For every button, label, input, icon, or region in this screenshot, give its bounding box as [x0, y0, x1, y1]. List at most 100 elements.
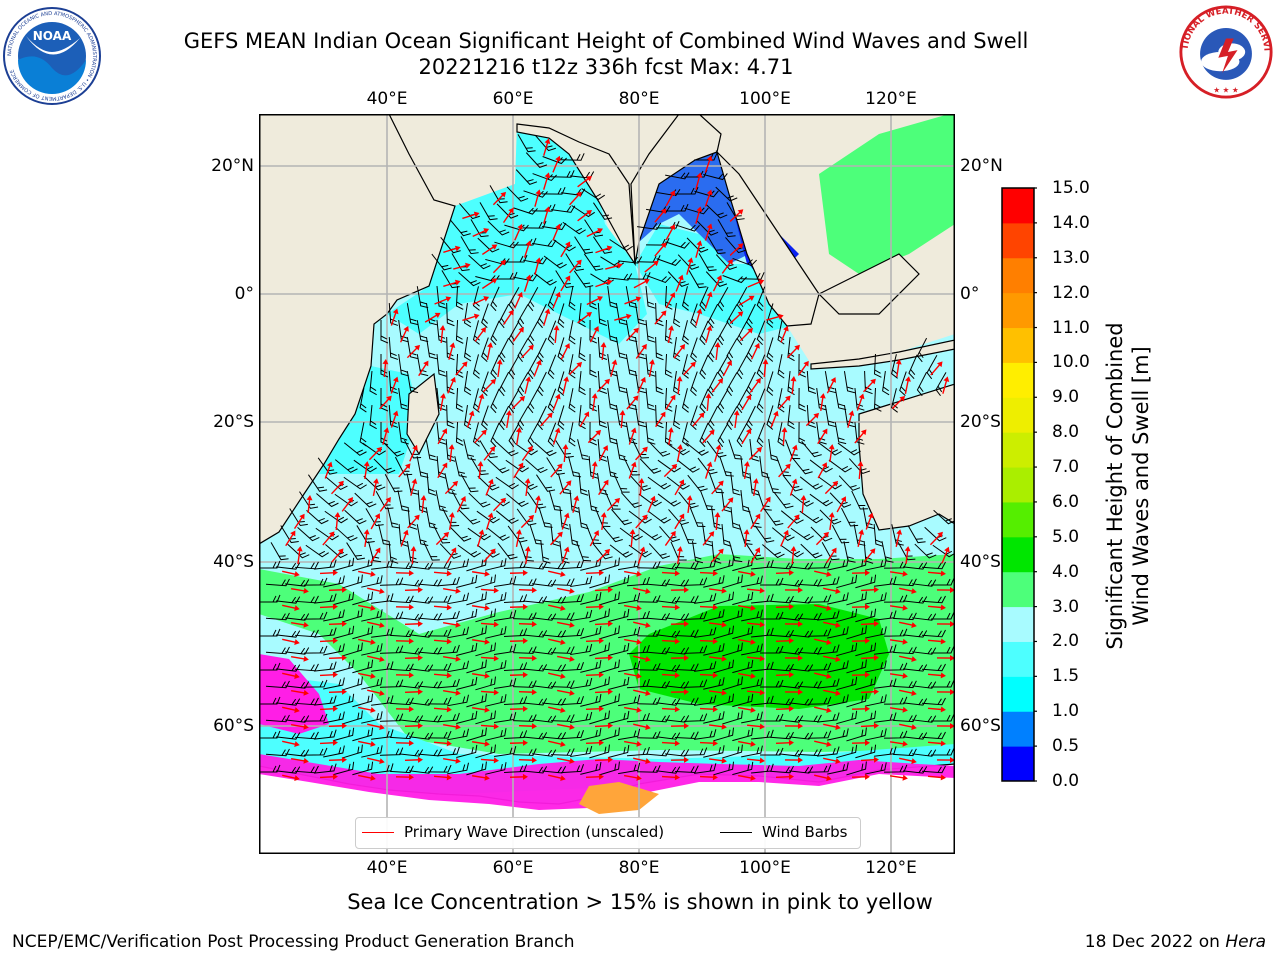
wind-barb — [681, 422, 689, 447]
wave-arrow — [328, 722, 347, 729]
wind-barb — [456, 642, 478, 657]
wave-arrow — [814, 774, 832, 782]
wave-arrow — [860, 586, 879, 593]
wave-arrow — [778, 395, 791, 410]
wind-barb — [645, 748, 671, 757]
wind-barb — [703, 711, 725, 724]
wind-barb — [665, 172, 690, 180]
wave-arrow — [704, 291, 713, 309]
wind-barb — [512, 680, 537, 688]
wind-barb — [517, 134, 536, 153]
wind-barb — [851, 490, 868, 510]
wind-barb — [674, 561, 699, 569]
wave-arrow — [851, 603, 870, 610]
wind-barb — [508, 287, 520, 312]
wind-barb — [389, 731, 414, 740]
wave-arrow — [481, 244, 498, 256]
noaa-logo: NATIONAL OCEANIC AND ATMOSPHERIC ADMINIS… — [3, 7, 101, 105]
wind-barb — [912, 749, 937, 757]
wave-arrow — [823, 723, 841, 730]
wave-arrow — [676, 546, 683, 565]
wave-arrow — [543, 172, 551, 190]
wind-barb — [515, 476, 538, 491]
wave-arrow — [670, 756, 689, 763]
wind-barb — [798, 387, 807, 412]
lat-label-left: 60°S — [213, 716, 254, 736]
wave-arrow — [676, 444, 683, 462]
wave-arrow — [282, 604, 300, 612]
wave-arrow — [746, 723, 765, 730]
wind-barb — [409, 766, 434, 774]
legend-black-line — [720, 832, 752, 833]
wave-arrow — [557, 587, 575, 594]
nws-logo: NATIONAL WEATHER SERVICE ★ ★ ★ — [1176, 4, 1273, 99]
wave-arrow — [941, 546, 950, 564]
wave-arrow — [443, 279, 461, 287]
wind-barb — [853, 524, 866, 546]
wind-barb — [599, 557, 620, 572]
colorbar-cell — [1002, 222, 1034, 259]
wind-barb — [570, 643, 593, 656]
wave-arrow — [562, 376, 570, 394]
wind-barb — [487, 220, 510, 236]
wind-barb — [639, 458, 662, 474]
wind-barb — [265, 714, 290, 723]
wind-barb — [732, 693, 754, 708]
wave-arrow — [695, 206, 703, 224]
wave-arrow — [738, 672, 756, 679]
credit-text: NCEP/EMC/Verification Post Processing Pr… — [12, 932, 575, 952]
wave-arrow — [746, 689, 765, 696]
wind-barb — [726, 406, 738, 431]
wind-barb — [463, 337, 472, 362]
wind-barb — [656, 766, 681, 774]
wave-arrow — [552, 291, 561, 309]
wind-barb — [618, 694, 641, 707]
wind-barb — [903, 732, 928, 740]
wind-barb — [608, 642, 630, 656]
wave-arrow — [471, 774, 490, 781]
wind-barb — [837, 442, 861, 456]
wind-barb — [664, 353, 673, 378]
wind-barb — [674, 629, 699, 637]
wind-barb — [547, 354, 557, 380]
colorbar-cell — [1002, 641, 1034, 677]
wave-arrow — [750, 547, 761, 564]
wave-arrow — [699, 570, 718, 577]
wind-barb — [732, 257, 757, 267]
wave-arrow — [367, 723, 385, 731]
wind-barb — [608, 710, 630, 724]
wind-barb — [371, 729, 394, 740]
wave-arrow — [814, 672, 832, 680]
wind-barb — [481, 405, 489, 430]
wind-barb — [800, 543, 823, 559]
wave-arrow — [410, 478, 418, 496]
wind-barb — [807, 764, 832, 773]
wave-arrow — [594, 586, 613, 593]
wind-barb — [741, 643, 763, 656]
wind-barb — [369, 370, 377, 396]
wind-barb — [580, 625, 602, 639]
wave-arrow — [367, 587, 385, 595]
wind-barb — [694, 593, 717, 604]
wind-barb — [389, 629, 414, 638]
wind-barb — [506, 186, 529, 202]
wind-barb — [883, 594, 908, 603]
wind-barb — [503, 254, 528, 263]
wave-arrow — [290, 689, 309, 696]
wave-arrow — [290, 757, 309, 764]
wind-barb — [674, 731, 699, 739]
wind-barb — [722, 608, 743, 623]
wind-barb — [550, 170, 575, 178]
wave-arrow — [518, 621, 537, 628]
wave-arrow — [444, 480, 459, 495]
bay-of-bengal-blue — [639, 152, 749, 264]
wind-barb — [700, 490, 716, 511]
wind-barb — [892, 646, 917, 655]
wind-barb — [865, 728, 887, 741]
wave-arrow — [711, 480, 724, 495]
wave-arrow — [471, 570, 490, 577]
wind-barb — [694, 729, 717, 740]
wind-barb — [532, 239, 557, 248]
wind-barb — [285, 715, 310, 723]
wind-barb — [380, 319, 389, 344]
